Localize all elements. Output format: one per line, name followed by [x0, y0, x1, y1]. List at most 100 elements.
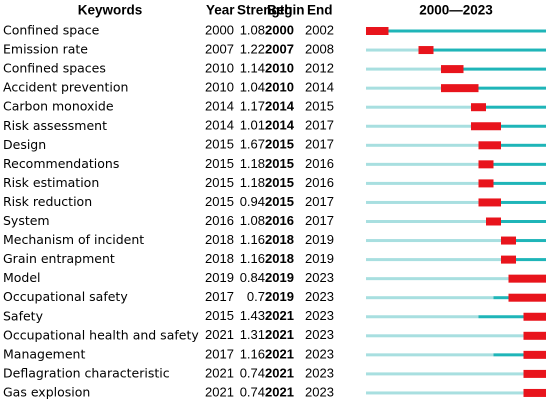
begin: 2010 [265, 80, 294, 95]
year: 2021 [205, 365, 234, 380]
keyword: Confined space [3, 23, 100, 38]
timeline-active [478, 200, 546, 204]
keyword: Occupational safety [3, 289, 128, 304]
strength: 1.18 [240, 156, 265, 171]
begin: 2014 [265, 118, 295, 133]
strength: 1.18 [240, 175, 265, 190]
keyword: Risk reduction [3, 194, 92, 209]
timeline-active [418, 48, 546, 52]
timeline-before [366, 334, 524, 338]
timeline-active [366, 29, 546, 33]
timeline-before [366, 86, 441, 90]
strength: 0.74 [240, 365, 265, 380]
year: 2015 [205, 308, 234, 323]
end: 2016 [305, 156, 334, 171]
keyword: Design [3, 137, 46, 152]
keyword: Management [3, 346, 85, 361]
burst [441, 65, 464, 74]
strength: 0.94 [240, 194, 265, 209]
timeline-active [486, 220, 546, 223]
burst [523, 350, 546, 359]
timeline-before [366, 124, 471, 128]
timeline-before [366, 239, 501, 243]
year: 2014 [205, 118, 234, 133]
strength: 1.16 [240, 232, 265, 247]
end: 2023 [305, 308, 334, 323]
burst [501, 236, 516, 245]
strength: 1.17 [240, 99, 265, 114]
timeline-before [366, 258, 501, 262]
begin: 2019 [265, 270, 294, 285]
end: 2023 [305, 365, 334, 380]
begin: 2007 [265, 41, 294, 56]
begin: 2018 [265, 232, 294, 247]
keyword: Recommendations [3, 156, 119, 171]
timeline-before [366, 315, 479, 319]
burst [478, 179, 494, 188]
keyword: Occupational health and safety [3, 327, 199, 342]
keyword: Risk assessment [3, 118, 107, 133]
end: 2017 [305, 194, 334, 209]
strength: 1.16 [240, 346, 265, 361]
begin: 2021 [265, 346, 294, 361]
timeline-before [366, 162, 479, 166]
end: 2017 [305, 137, 334, 152]
burst [486, 217, 501, 226]
timeline-before [366, 67, 441, 71]
year: 2015 [205, 194, 234, 209]
end: 2023 [305, 346, 334, 361]
begin: 2015 [265, 175, 294, 190]
burst [478, 198, 501, 207]
burst [366, 27, 389, 35]
year: 2010 [205, 80, 234, 95]
begin: 2021 [265, 384, 294, 399]
burst [471, 122, 501, 131]
burst [418, 46, 434, 55]
year: 2021 [205, 384, 234, 399]
keyword: Deflagration characteristic [3, 365, 170, 380]
begin: 2014 [265, 99, 295, 114]
keyword: Safety [3, 308, 44, 323]
end: 2012 [305, 61, 334, 76]
year: 2010 [205, 61, 234, 76]
year: 2021 [205, 327, 234, 342]
strength: 0.84 [240, 270, 265, 285]
strength: 1.08 [240, 213, 265, 228]
burst [478, 160, 494, 169]
year: 2015 [205, 175, 234, 190]
timeline-before [366, 200, 479, 204]
keyword: Emission rate [3, 42, 88, 57]
strength: 1.01 [240, 118, 265, 133]
year: 2017 [205, 289, 234, 304]
timeline-active [441, 67, 546, 71]
timeline-before [366, 277, 509, 281]
end: 2023 [305, 384, 334, 399]
end: 2019 [305, 232, 334, 247]
burst [441, 84, 479, 93]
begin: 2016 [265, 213, 294, 228]
burst [508, 293, 546, 302]
header-cell: Begin [267, 3, 305, 18]
begin: 2015 [265, 194, 294, 209]
end: 2008 [305, 41, 334, 56]
timeline-active [441, 86, 546, 90]
year: 2007 [205, 41, 234, 56]
burst [478, 141, 501, 150]
end: 2023 [305, 327, 334, 342]
begin: 2000 [265, 22, 294, 37]
timeline-active [478, 162, 546, 166]
timeline-before [366, 48, 419, 52]
year: 2018 [205, 251, 234, 266]
keyword: Mechanism of incident [3, 232, 144, 247]
burst [523, 369, 546, 378]
strength: 1.08 [240, 22, 265, 37]
begin: 2021 [265, 308, 294, 323]
year: 2018 [205, 232, 234, 247]
burst [471, 103, 486, 112]
end: 2016 [305, 175, 334, 190]
keyword: Confined spaces [3, 61, 106, 76]
burst [523, 331, 546, 340]
burst [508, 274, 546, 283]
timeline-before [366, 220, 486, 223]
year: 2000 [205, 22, 234, 37]
